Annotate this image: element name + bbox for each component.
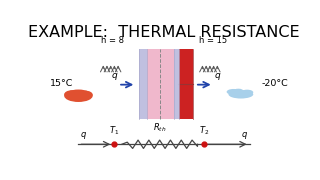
Ellipse shape [234, 89, 244, 93]
Bar [174, 49, 179, 119]
Text: 15°C: 15°C [50, 79, 73, 88]
Text: $T_1$: $T_1$ [109, 125, 120, 137]
Text: q: q [242, 130, 247, 139]
Bar [179, 49, 193, 119]
Text: EXAMPLE:  THERMAL RESISTANCE: EXAMPLE: THERMAL RESISTANCE [28, 25, 300, 40]
Ellipse shape [64, 90, 80, 98]
Text: h = 8: h = 8 [101, 36, 124, 45]
Ellipse shape [241, 90, 253, 95]
Text: $T_2$: $T_2$ [198, 125, 209, 137]
Text: h = 15: h = 15 [199, 36, 227, 45]
Ellipse shape [227, 89, 240, 95]
Ellipse shape [79, 91, 93, 98]
Text: q: q [81, 130, 86, 139]
Text: $R_{th}$: $R_{th}$ [153, 121, 166, 134]
Ellipse shape [228, 90, 253, 98]
Ellipse shape [64, 89, 93, 102]
Bar [139, 49, 147, 119]
Text: -20°C: -20°C [262, 79, 289, 88]
Bar [147, 49, 174, 119]
Text: q: q [215, 71, 220, 80]
Text: q: q [111, 71, 117, 80]
